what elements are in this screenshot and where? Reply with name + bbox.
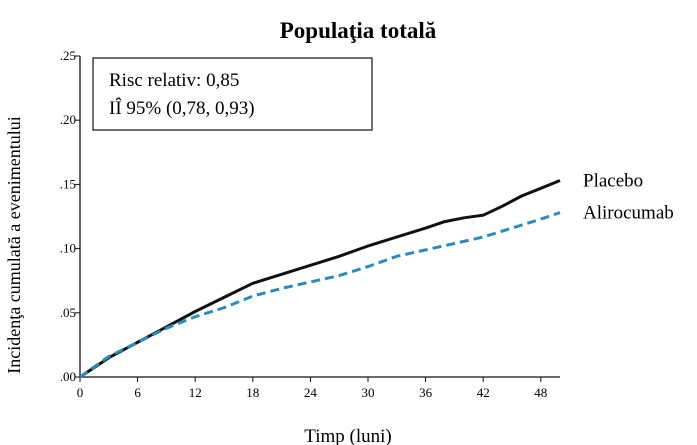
series-line-alirocumab [79,211,561,379]
y-tick-label: .25 [60,48,76,63]
x-axis-label: Timp (luni) [304,426,391,445]
x-tick-label: 12 [189,385,202,400]
chart-title: Populaţia totală [280,18,437,43]
y-tick-label: .10 [60,241,76,256]
x-tick-label: 48 [534,385,547,400]
axes [79,56,560,378]
y-tick-label: .15 [60,176,76,191]
x-tick-label: 6 [134,385,141,400]
annotation-box [92,57,373,131]
x-tick-label: 0 [77,385,84,400]
series-lines [79,179,561,379]
y-tick-label: .00 [60,369,76,384]
annotation-confidence-interval: IÎ 95% (0,78, 0,93) [109,97,255,119]
series-labels: Placebo Alirocumab [583,171,674,224]
series-label-placebo: Placebo [583,171,643,192]
y-tick-label: .05 [60,305,76,320]
x-tick-label: 42 [477,385,490,400]
x-tick-label: 18 [246,385,259,400]
x-tick-label: 36 [419,385,433,400]
series-line-placebo [79,179,561,379]
y-axis-label: Incidenţa cumulată a evenimentului [4,116,24,373]
x-tick-label: 24 [304,385,318,400]
axis-ticks: 0 6 12 18 24 30 36 42 48 .00 .05 .10 .15 .20 .25 [60,48,548,400]
x-tick-label: 30 [362,385,375,400]
y-tick-label: .20 [60,112,76,127]
series-label-alirocumab: Alirocumab [583,203,674,224]
annotation-risk-ratio: Risc relativ: 0,85 [109,70,239,91]
